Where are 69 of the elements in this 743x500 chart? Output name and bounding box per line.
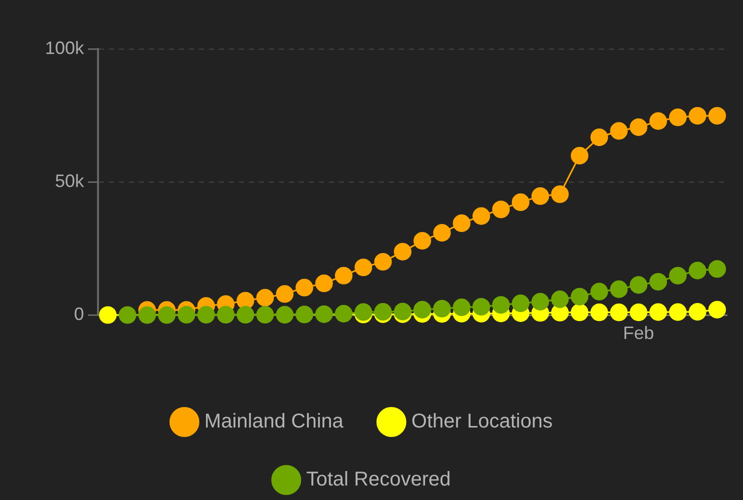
y-tick-label: 100k: [44, 38, 85, 58]
point: [610, 122, 628, 140]
point: [138, 306, 156, 324]
point: [276, 306, 294, 324]
point: [688, 262, 706, 280]
point: [551, 290, 569, 308]
x-tick-label: Feb: [623, 322, 654, 343]
legend-label: Total Recovered: [306, 468, 451, 491]
point: [414, 232, 432, 250]
point: [570, 288, 588, 306]
point: [512, 193, 530, 212]
point: [158, 306, 176, 324]
point: [630, 276, 648, 294]
point: [649, 112, 668, 130]
point: [315, 305, 333, 323]
point: [512, 294, 530, 312]
point: [296, 306, 314, 324]
y-tick-label: 50k: [54, 170, 85, 191]
point: [334, 266, 353, 284]
point: [118, 306, 136, 324]
point: [414, 300, 432, 318]
point: [590, 304, 608, 322]
point: [197, 306, 215, 324]
point: [216, 306, 235, 324]
point: [669, 303, 687, 321]
point: [472, 298, 490, 316]
point: [708, 300, 726, 318]
point: [492, 200, 510, 218]
point: [630, 118, 648, 136]
point: [610, 280, 628, 298]
point: [433, 300, 451, 318]
point: [452, 214, 470, 232]
legend-label: Other Locations: [411, 410, 553, 433]
point: [688, 303, 706, 321]
point: [276, 285, 294, 303]
point: [334, 304, 353, 322]
point: [394, 242, 412, 260]
point: [630, 304, 648, 322]
point: [610, 304, 628, 322]
point: [354, 258, 372, 276]
point: [570, 146, 588, 164]
point: [688, 106, 706, 125]
point: [649, 272, 668, 291]
point: [590, 282, 608, 300]
point: [296, 278, 314, 296]
point: [669, 266, 687, 284]
point: [178, 306, 196, 324]
point: [374, 253, 392, 271]
point: [590, 128, 608, 146]
point: [531, 292, 550, 310]
point: [708, 260, 726, 278]
point: [236, 292, 254, 310]
point: [708, 106, 726, 125]
point: [492, 296, 510, 314]
point: [315, 274, 333, 292]
point: [531, 187, 550, 205]
point: [551, 185, 569, 204]
y-tick-label: 0: [74, 304, 84, 324]
point: [99, 306, 117, 324]
point: [669, 108, 687, 126]
point: [256, 288, 274, 307]
point: [236, 306, 254, 324]
point: [570, 304, 588, 322]
point: [256, 306, 274, 324]
point: [649, 303, 668, 321]
point: [452, 298, 470, 316]
point: [433, 224, 451, 242]
point: [472, 207, 490, 225]
legend-label: Mainland China: [204, 410, 344, 433]
